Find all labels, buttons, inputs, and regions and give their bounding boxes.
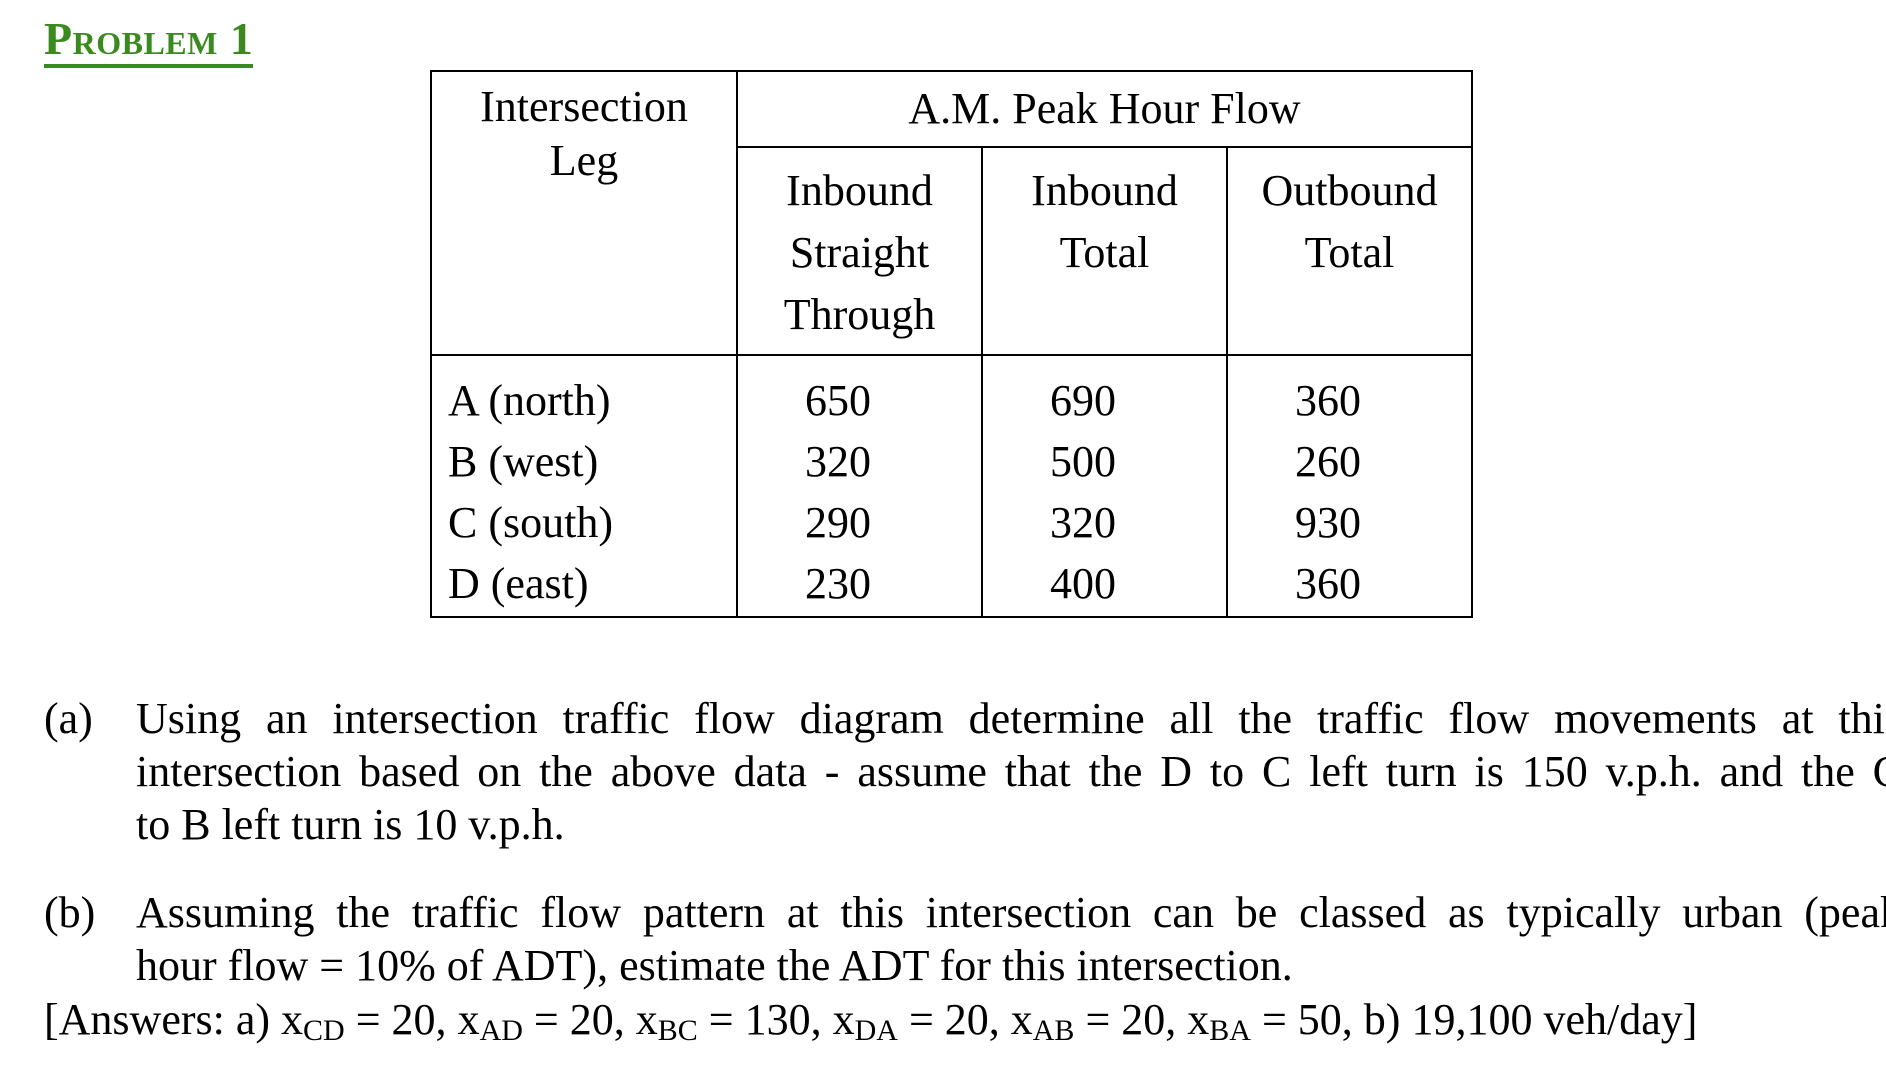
answer-item: xAB = 20, (1010, 995, 1188, 1047)
inbound-straight-cell: 230 (805, 559, 871, 608)
answer-sub: BA (1209, 1014, 1251, 1047)
intersection-leg-header: Intersection Leg (430, 70, 738, 356)
part-a-line: to B left turn is 10 v.p.h. (136, 800, 565, 849)
inbound-straight-cell: 290 (805, 498, 871, 547)
answer-value: = 20, (1074, 995, 1188, 1044)
inbound-total-cell: 500 (1050, 437, 1116, 486)
answer-sub: DA (854, 1014, 898, 1047)
part-b-line: hour flow = 10% of ADT), estimate the AD… (136, 941, 1293, 990)
answer-value: = 130, (697, 995, 833, 1044)
leg-header-line2: Leg (549, 136, 619, 185)
answers-line: [Answers: a) xCD = 20, xAD = 20, xBC = 1… (44, 990, 1874, 1055)
part-a-line: Using an intersection traffic flow diagr… (136, 694, 1886, 743)
col3-header-line: Outbound (1261, 166, 1438, 215)
answer-item: xCD = 20, (281, 995, 458, 1047)
leg-header-line1: Intersection (480, 82, 688, 131)
outbound-total-cell: 930 (1295, 498, 1361, 547)
outbound-total-cell: 260 (1295, 437, 1361, 486)
answer-var: x (635, 995, 658, 1044)
leg-cell: C (south) (448, 498, 613, 547)
inbound-straight-cell: 650 (805, 376, 871, 425)
leg-cell: A (north) (448, 376, 611, 425)
part-a-text: Using an intersection traffic flow diagr… (136, 692, 1886, 851)
part-a-label: (a) (44, 694, 93, 743)
outbound-total-column: 360 260 930 360 (1226, 354, 1473, 618)
inbound-total-cell: 690 (1050, 376, 1116, 425)
leg-column: A (north) B (west) C (south) D (east) (430, 354, 738, 618)
answer-value: = 20, (897, 995, 1011, 1044)
answer-item: xBA = 50, (1187, 995, 1364, 1047)
answer-value: = 50, (1250, 995, 1364, 1044)
answers-prefix: [Answers: a) (44, 995, 282, 1044)
answer-item: xBC = 130, (635, 995, 833, 1047)
col1-header-line: Inbound (786, 166, 933, 215)
inbound-total-cell: 400 (1050, 559, 1116, 608)
answer-var: x (457, 995, 480, 1044)
peak-hour-flow-table: Intersection Leg A.M. Peak Hour Flow Inb… (430, 70, 1473, 618)
answer-var: x (1010, 995, 1033, 1044)
answer-item: xAD = 20, (457, 995, 636, 1047)
answer-sub: AB (1032, 1014, 1075, 1047)
col1-header-line: Through (783, 290, 936, 339)
inbound-total-cell: 320 (1050, 498, 1116, 547)
outbound-total-cell: 360 (1295, 376, 1361, 425)
leg-cell: B (west) (448, 437, 599, 486)
part-b-text: Assuming the traffic flow pattern at thi… (136, 886, 1886, 992)
leg-cell: D (east) (448, 559, 589, 608)
outbound-total-header: Outbound Total (1226, 146, 1473, 356)
problem-heading: Problem 1 (44, 14, 254, 68)
answer-sub: AD (479, 1014, 523, 1047)
col2-header-line: Inbound (1031, 166, 1178, 215)
part-a-line: intersection based on the above data - a… (136, 747, 1886, 796)
am-peak-hour-flow-header: A.M. Peak Hour Flow (736, 70, 1473, 148)
answer-sub: BC (657, 1014, 698, 1047)
inbound-straight-through-header: Inbound Straight Through (736, 146, 983, 356)
answer-value: = 20, (522, 995, 636, 1044)
part-b-line: Assuming the traffic flow pattern at thi… (136, 888, 1886, 937)
answer-sub: CD (303, 1014, 345, 1047)
part-b-label: (b) (44, 888, 96, 937)
answer-value: = 20, (344, 995, 458, 1044)
inbound-straight-cell: 320 (805, 437, 871, 486)
col3-header-line: Total (1304, 228, 1395, 277)
answer-item: xDA = 20, (832, 995, 1011, 1047)
col1-header-line: Straight (789, 228, 930, 277)
inbound-total-header: Inbound Total (981, 146, 1228, 356)
col2-header-line: Total (1059, 228, 1150, 277)
answer-var: x (1187, 995, 1210, 1044)
answer-var: x (832, 995, 855, 1044)
answers-suffix: b) 19,100 veh/day] (1363, 995, 1698, 1044)
inbound-total-column: 690 500 320 400 (981, 354, 1228, 618)
inbound-straight-column: 650 320 290 230 (736, 354, 983, 618)
answer-var: x (281, 995, 304, 1044)
outbound-total-cell: 360 (1295, 559, 1361, 608)
